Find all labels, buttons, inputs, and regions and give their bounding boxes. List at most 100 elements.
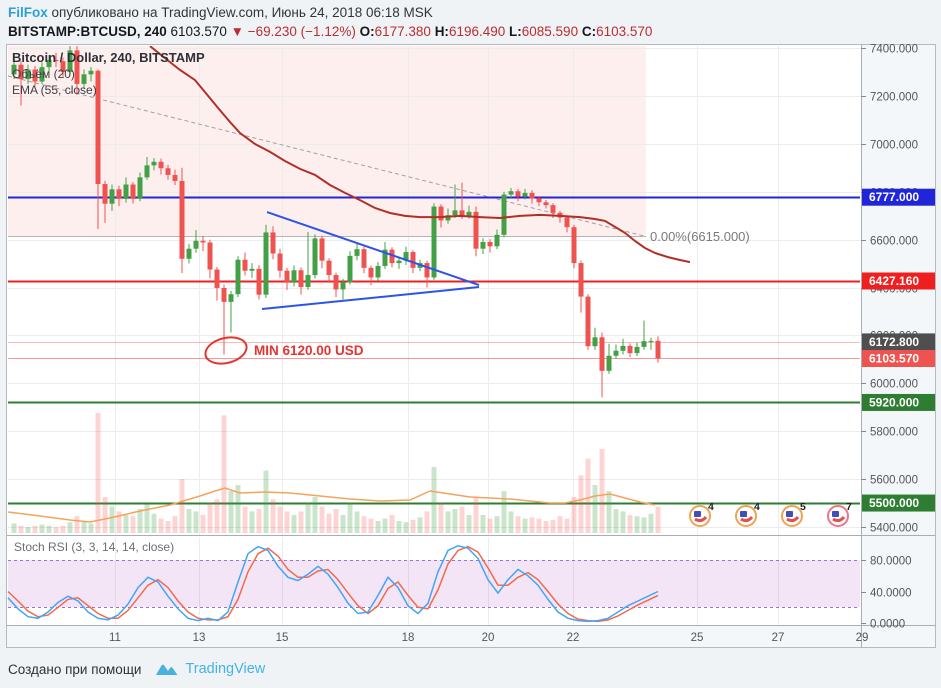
candle-body xyxy=(508,191,514,195)
candle-body xyxy=(543,202,549,206)
idea-flag-marker[interactable]: 4 xyxy=(689,501,714,527)
candle-body xyxy=(32,69,38,82)
candle-body xyxy=(95,70,101,185)
volume-bar xyxy=(39,524,45,533)
volume-bar xyxy=(305,503,311,533)
candle-body xyxy=(186,248,192,259)
time-tick-label: 29 xyxy=(856,632,869,644)
idea-flag-marker[interactable]: 7 xyxy=(827,501,852,527)
volume-bar xyxy=(354,511,360,533)
candle-body xyxy=(438,206,444,221)
volume-bar xyxy=(214,499,220,533)
idea-flag-marker[interactable]: 5 xyxy=(781,501,806,527)
volume-bar xyxy=(172,516,178,533)
flag-count: 4 xyxy=(708,501,714,513)
flag-canton xyxy=(786,511,793,517)
volume-bar xyxy=(550,519,556,533)
volume-bar xyxy=(536,518,542,533)
tradingview-link[interactable]: TradingView xyxy=(185,661,266,677)
price-level-badge xyxy=(862,333,935,351)
candle-body xyxy=(53,59,59,62)
volume-bar xyxy=(634,516,640,533)
candle-body xyxy=(606,355,612,371)
candle-body xyxy=(256,268,262,295)
candle-body xyxy=(116,189,122,199)
close-label: C: xyxy=(581,24,597,39)
candle-body xyxy=(67,50,73,72)
candle-body xyxy=(550,205,556,213)
rsi-tick-label: 40.0000 xyxy=(870,588,912,600)
candle-body xyxy=(452,210,458,216)
flag-count: 5 xyxy=(800,501,806,513)
triangle-upper-line xyxy=(266,211,480,287)
candle-body xyxy=(634,346,640,354)
volume-bar xyxy=(256,509,262,533)
stoch-rsi-legend[interactable]: Stoch RSI (3, 3, 14, 14, close) xyxy=(14,540,175,554)
volume-bar xyxy=(67,522,73,533)
chart-legend: Bitcoin / Dollar, 240, BITSTAMP Объём (2… xyxy=(12,50,205,97)
author-name[interactable]: FilFox xyxy=(8,5,48,20)
candle-body xyxy=(403,252,409,261)
idea-flag-marker[interactable]: 4 xyxy=(735,501,760,527)
candle-body xyxy=(200,240,206,243)
candle-body xyxy=(501,194,507,235)
chart-canvas[interactable]: 7400.0007200.0007000.0006800.0006600.000… xyxy=(6,44,936,648)
flag-stripes xyxy=(740,515,754,523)
volume-ma-line xyxy=(7,487,656,523)
candle-body xyxy=(487,241,493,247)
price-level-badge-text: 5920.000 xyxy=(869,395,919,409)
candle-body xyxy=(333,275,339,290)
legend-ema[interactable]: EMA (55, close) xyxy=(12,83,97,97)
volume-bar xyxy=(81,521,87,533)
flag-stripes xyxy=(694,515,708,523)
volume-bar xyxy=(60,525,66,533)
candle-body xyxy=(291,270,297,283)
volume-bar xyxy=(606,491,612,533)
volume-bar xyxy=(466,515,472,533)
candle-body xyxy=(270,232,276,254)
candle-body xyxy=(312,238,318,276)
low-value: 6085.590 xyxy=(521,24,579,39)
volume-bar xyxy=(347,503,353,533)
volume-bar xyxy=(389,515,395,533)
candle-body xyxy=(130,184,136,199)
volume-bar xyxy=(529,517,535,533)
time-tick-label: 27 xyxy=(772,632,785,644)
candles-layer xyxy=(11,46,661,398)
volume-bar xyxy=(109,506,115,533)
volume-bar xyxy=(186,509,192,533)
candle-body xyxy=(361,249,367,268)
time-axis-area[interactable] xyxy=(6,626,936,648)
legend-volume[interactable]: Объём (20) xyxy=(12,67,75,81)
high-label: H: xyxy=(434,24,449,39)
volume-bar xyxy=(459,506,465,533)
time-tick-label: 25 xyxy=(691,632,704,644)
candle-body xyxy=(214,269,220,288)
candle-body xyxy=(284,270,290,283)
candle-body xyxy=(368,267,374,278)
volume-bar xyxy=(88,523,94,533)
open-value: 6177.380 xyxy=(374,24,431,39)
candle-body xyxy=(193,240,199,249)
candle-body xyxy=(459,210,465,216)
fib-retracement-zone[interactable] xyxy=(8,46,646,237)
legend-symbol[interactable]: Bitcoin / Dollar, 240, BITSTAMP xyxy=(12,50,205,65)
time-tick-label: 20 xyxy=(482,632,495,644)
volume-bar xyxy=(445,511,451,533)
volume-bar xyxy=(424,511,430,533)
volume-bar xyxy=(193,511,199,533)
volume-bar xyxy=(263,470,269,533)
time-tick-label: 11 xyxy=(109,632,121,644)
candle-body xyxy=(249,268,255,271)
volume-bar xyxy=(564,518,570,533)
volume-bar xyxy=(221,415,227,533)
volume-bar xyxy=(375,521,381,533)
flag-count: 4 xyxy=(754,501,760,513)
volume-bar xyxy=(242,506,248,533)
volume-bar xyxy=(130,516,136,533)
volume-bar xyxy=(151,513,157,533)
volume-bar xyxy=(599,449,605,533)
candle-body xyxy=(480,241,486,249)
price-tick-label: 7400.000 xyxy=(870,44,918,56)
